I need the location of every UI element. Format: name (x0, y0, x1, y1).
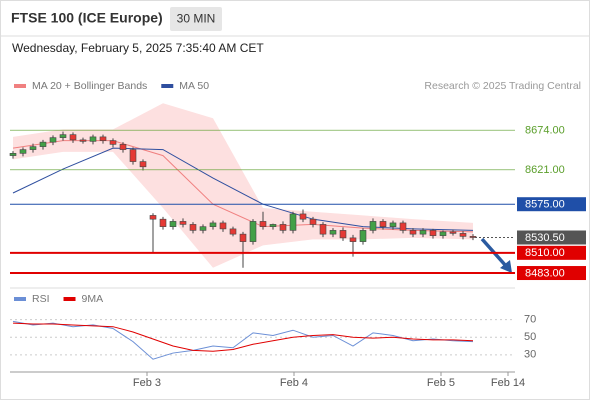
legend-label: 9MA (82, 293, 104, 305)
y-tick-label: 70 (524, 314, 536, 326)
interval: 30 MIN (177, 12, 216, 26)
candle-body (209, 222, 217, 227)
candle-body (459, 233, 467, 237)
series-line (12, 140, 474, 233)
candle-body (409, 230, 417, 235)
candle-body (169, 221, 177, 227)
level-label: 8530.50 (525, 232, 565, 244)
bollinger-band (13, 103, 473, 268)
candle-body (359, 230, 367, 242)
legend-swatch (161, 84, 174, 88)
candle-body (369, 221, 377, 231)
candle-body (149, 215, 157, 220)
candle-body (419, 230, 427, 235)
source: Research © 2025 Trading Central (424, 80, 581, 92)
legend-label: RSI (32, 293, 50, 305)
candle-body (249, 221, 257, 242)
candle-body (109, 140, 117, 145)
forecast-arrowhead (500, 260, 512, 273)
level-box (517, 266, 586, 281)
legend-swatch (63, 297, 76, 301)
candle-body (79, 139, 87, 142)
candle-body (269, 224, 277, 227)
candle-body (29, 146, 37, 150)
candle-body (69, 134, 77, 141)
candle-body (389, 222, 397, 227)
candle-body (139, 161, 147, 168)
level-label: 8483.00 (525, 267, 565, 279)
candle-body (289, 213, 297, 231)
candle-body (469, 236, 477, 238)
candle-body (229, 228, 237, 235)
series-line (12, 147, 474, 231)
interval-badge (170, 7, 222, 31)
candle-body (99, 136, 107, 141)
candle-body (399, 222, 407, 231)
candle-body (429, 230, 437, 236)
legend-label: MA 20 + Bollinger Bands (32, 80, 147, 92)
legend-label: MA 50 (179, 80, 209, 92)
legend-swatch (14, 84, 26, 88)
level-label: 8674.00 (525, 125, 565, 137)
candle-body (59, 134, 67, 138)
x-tick-label: Feb 5 (427, 377, 455, 389)
level-label: 8510.00 (525, 247, 565, 259)
candle-body (329, 230, 337, 235)
candle-body (349, 237, 357, 242)
candle-body (299, 213, 307, 220)
candle-body (239, 233, 247, 242)
candle-body (119, 144, 127, 150)
y-tick-label: 50 (524, 331, 536, 343)
candle-body (9, 153, 17, 156)
subtitle: Wednesday, February 5, 2025 7:35:40 AM C… (12, 41, 264, 55)
candle-body (219, 222, 227, 230)
candle-body (19, 149, 27, 154)
candle-body (49, 137, 57, 143)
candle-body (319, 224, 327, 235)
candle-body (279, 224, 287, 231)
candle-body (89, 136, 97, 142)
series-line (12, 322, 474, 352)
chart-title: FTSE 100 (ICE Europe) (11, 10, 163, 26)
x-tick-label: Feb 14 (491, 377, 525, 389)
level-box (517, 245, 586, 260)
candle-body (189, 224, 197, 231)
level-label: 8575.00 (525, 199, 565, 211)
candle-body (179, 221, 187, 225)
level-box (517, 197, 586, 212)
y-tick-label: 30 (524, 349, 536, 361)
x-tick-label: Feb 4 (280, 377, 308, 389)
level-box (517, 230, 586, 245)
candle-body (449, 231, 457, 234)
candle-body (259, 221, 267, 227)
candle-body (199, 226, 207, 231)
candle-body (439, 231, 447, 236)
candle-body (129, 149, 137, 162)
candle-body (309, 218, 317, 225)
legend-swatch (14, 297, 26, 301)
level-label: 8621.00 (525, 164, 565, 176)
x-tick-label: Feb 3 (133, 377, 161, 389)
candle-body (339, 230, 347, 239)
candle-body (39, 141, 47, 147)
candle-body (159, 218, 167, 227)
candle-body (379, 221, 387, 227)
